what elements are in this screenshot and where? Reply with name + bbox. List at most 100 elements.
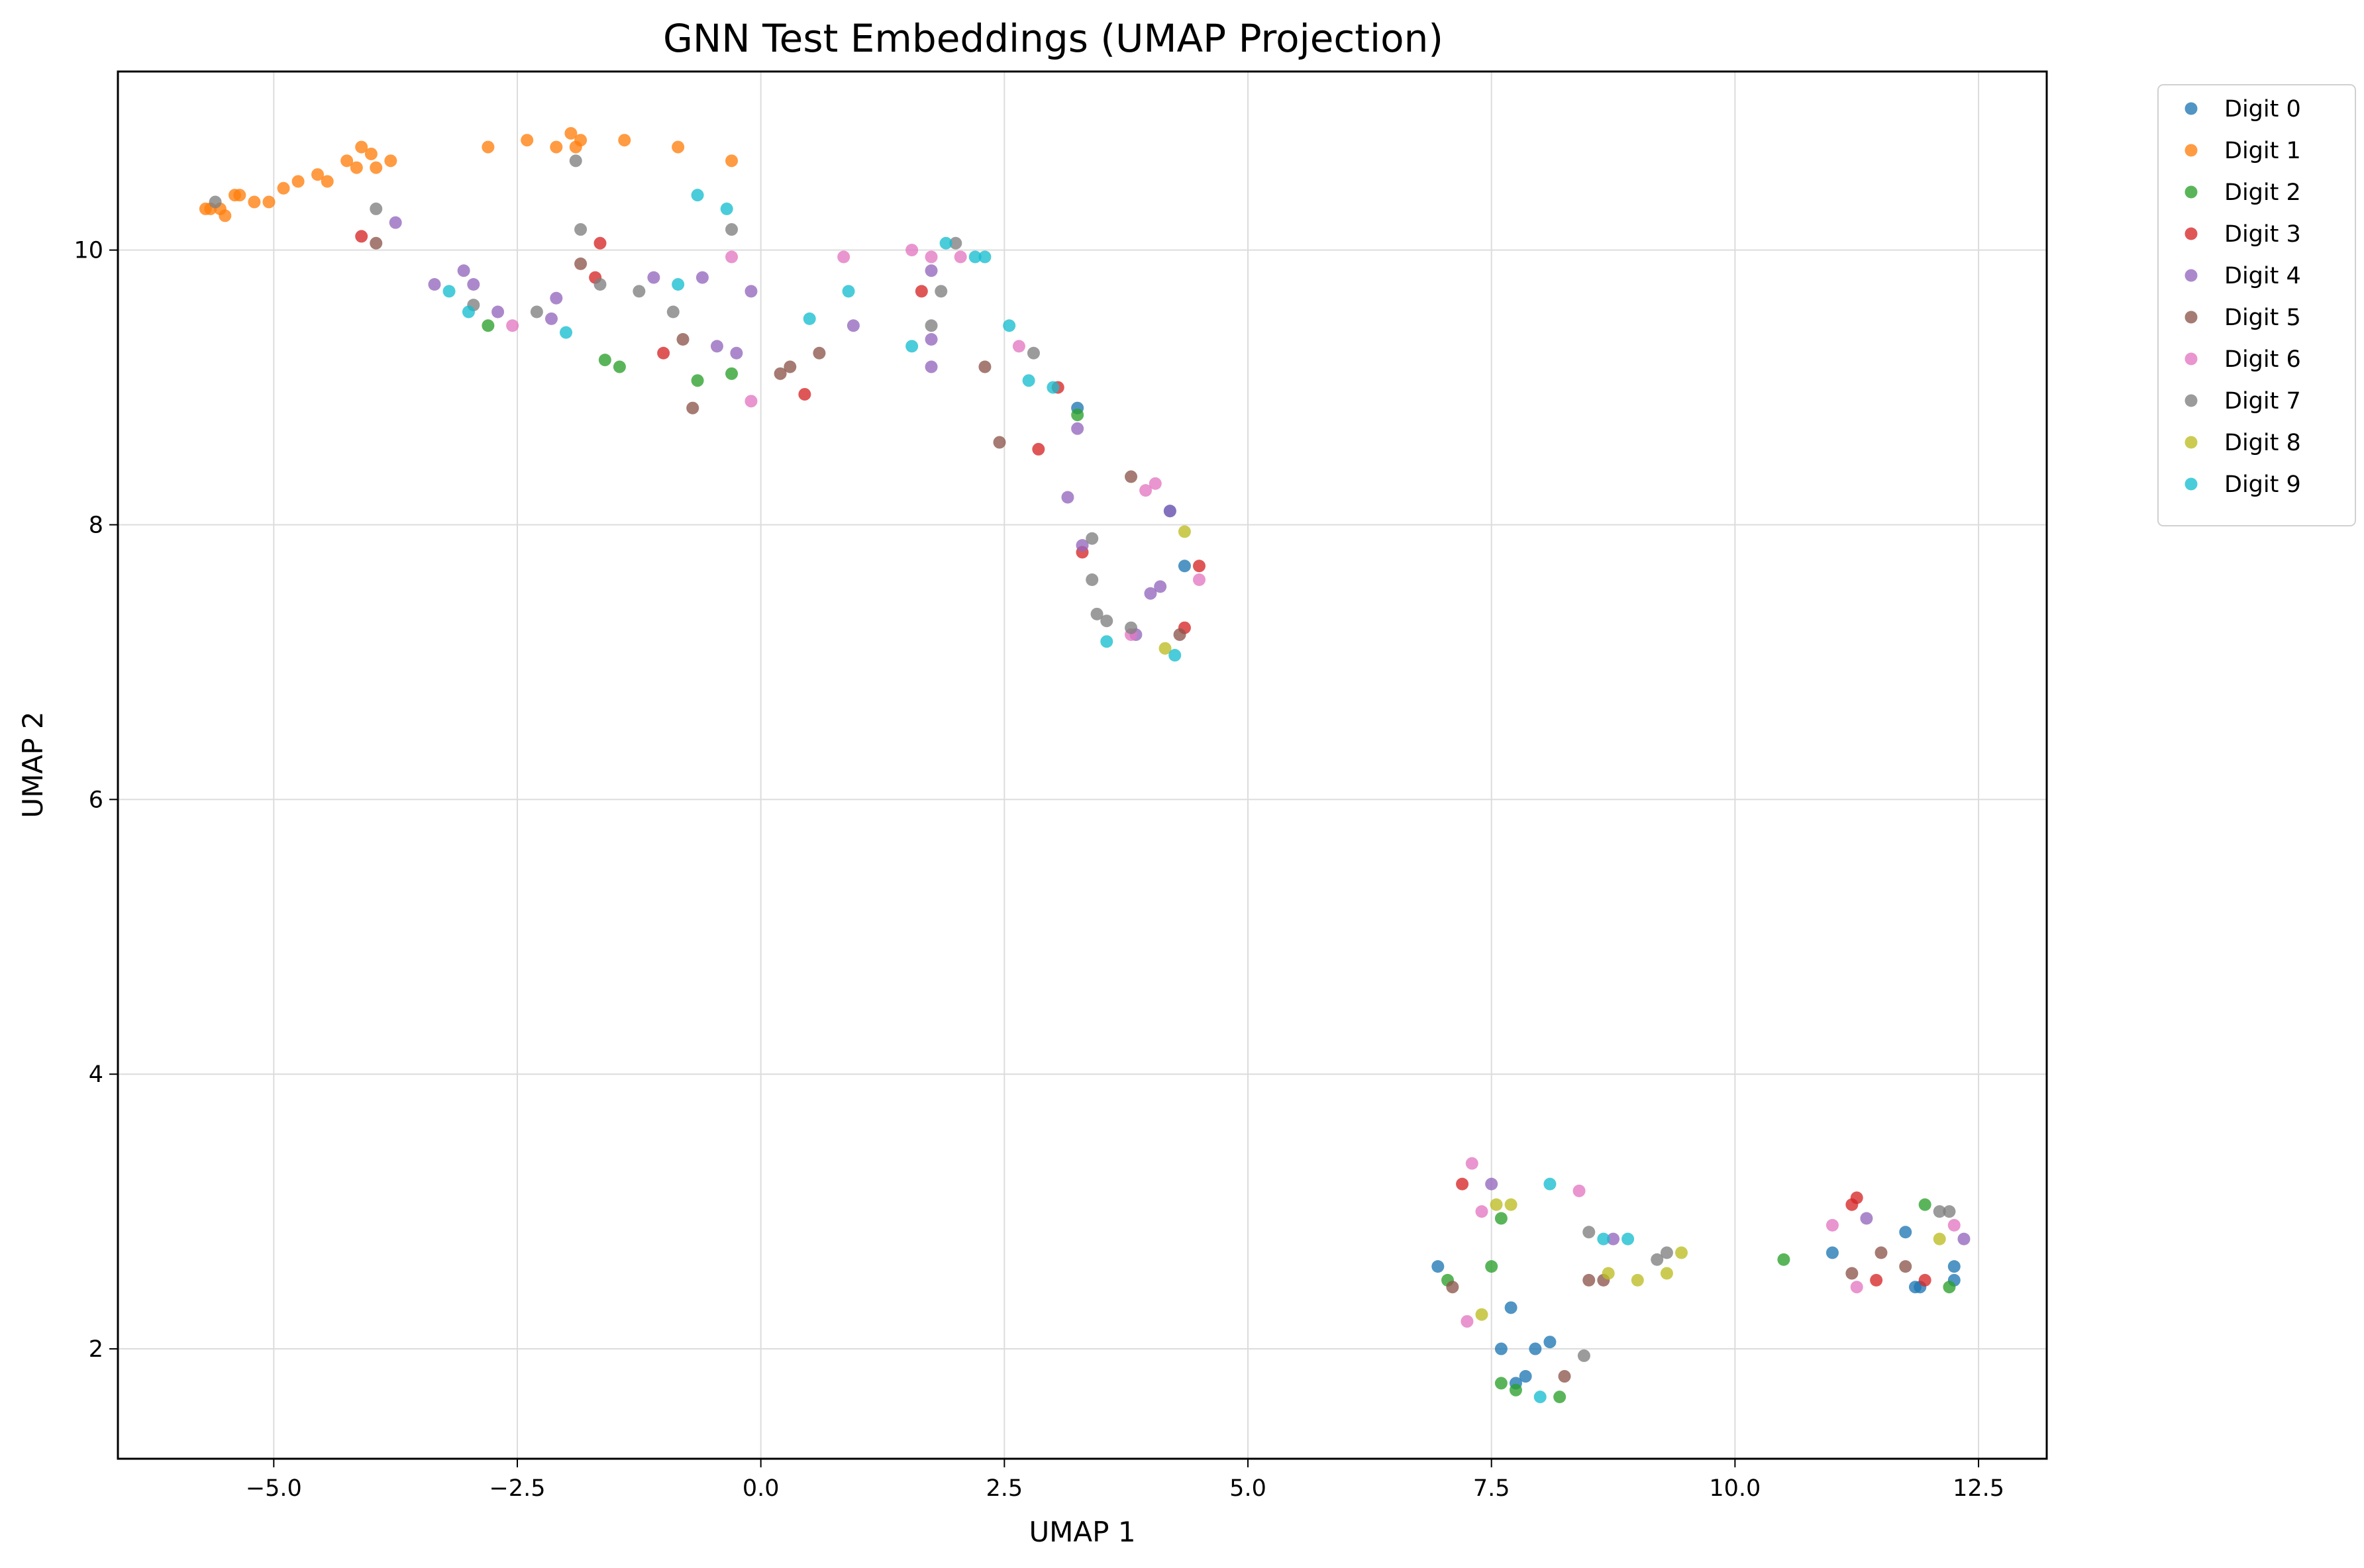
data-point xyxy=(574,134,588,147)
data-point xyxy=(1504,1301,1517,1314)
y-tick-label: 6 xyxy=(89,787,103,813)
data-point xyxy=(1086,573,1099,586)
data-point xyxy=(506,319,519,332)
data-point xyxy=(657,346,670,360)
legend-marker xyxy=(2184,269,2198,282)
data-point xyxy=(1154,580,1167,593)
data-point xyxy=(725,250,739,264)
data-point xyxy=(915,285,928,298)
data-point xyxy=(1947,1218,1961,1232)
data-point xyxy=(745,395,758,408)
data-point xyxy=(1933,1205,1946,1218)
data-point xyxy=(905,340,919,353)
data-point xyxy=(1777,1253,1790,1266)
data-point xyxy=(574,257,588,270)
series-digit-7 xyxy=(209,154,1956,1362)
series-digit-8 xyxy=(1158,525,1946,1321)
data-point xyxy=(1533,1391,1547,1404)
data-point xyxy=(1660,1267,1673,1280)
data-point xyxy=(847,319,860,332)
data-point xyxy=(1071,422,1084,435)
legend-marker xyxy=(2184,144,2198,157)
data-point xyxy=(691,189,704,202)
data-point xyxy=(1825,1246,1839,1259)
data-point xyxy=(666,305,680,318)
legend-label: Digit 8 xyxy=(2224,430,2301,456)
legend-marker xyxy=(2184,394,2198,407)
data-point xyxy=(1139,484,1153,497)
data-point xyxy=(978,250,992,264)
data-point xyxy=(1071,409,1084,422)
data-point xyxy=(1577,1349,1590,1362)
data-point xyxy=(1621,1232,1635,1246)
data-point xyxy=(1192,560,1206,573)
data-point xyxy=(1845,1267,1859,1280)
data-point xyxy=(560,326,573,339)
data-point xyxy=(248,195,261,209)
x-tick-label: 0.0 xyxy=(743,1475,780,1502)
data-point xyxy=(784,360,797,373)
data-point xyxy=(370,161,383,174)
series-digit-1 xyxy=(199,126,739,222)
x-tick-label: −5.0 xyxy=(246,1475,302,1502)
data-point xyxy=(1100,614,1113,628)
x-tick-label: 10.0 xyxy=(1709,1475,1761,1502)
data-point xyxy=(725,367,739,380)
data-point xyxy=(384,154,397,168)
data-point xyxy=(813,346,826,360)
legend-label: Digit 0 xyxy=(2224,96,2301,122)
data-point xyxy=(1158,642,1172,655)
data-point xyxy=(725,223,739,236)
x-tick-label: 12.5 xyxy=(1953,1475,2004,1502)
data-point xyxy=(968,250,982,264)
data-point xyxy=(1192,573,1206,586)
data-point xyxy=(1553,1391,1567,1404)
legend-marker xyxy=(2184,352,2198,366)
data-point xyxy=(686,401,699,415)
data-point xyxy=(925,332,938,346)
data-point xyxy=(1943,1281,1956,1294)
data-point xyxy=(1178,560,1191,573)
data-point xyxy=(1543,1336,1557,1349)
data-point xyxy=(370,202,383,215)
data-point xyxy=(633,285,646,298)
grid-lines xyxy=(118,72,2047,1459)
data-point xyxy=(550,140,563,154)
data-point xyxy=(569,154,582,168)
data-point xyxy=(370,236,383,250)
data-point xyxy=(949,236,962,250)
data-point xyxy=(428,278,441,291)
data-point xyxy=(1090,607,1104,620)
legend-marker xyxy=(2184,477,2198,491)
data-point xyxy=(1850,1281,1863,1294)
x-axis-label: UMAP 1 xyxy=(1029,1516,1135,1548)
plot-area-frame xyxy=(117,70,2048,1460)
series-digit-6 xyxy=(506,244,1961,1328)
data-point xyxy=(544,312,558,325)
data-point xyxy=(1509,1383,1522,1396)
series-digit-3 xyxy=(355,230,1931,1287)
data-point xyxy=(462,305,475,318)
data-point xyxy=(1485,1260,1498,1273)
data-point xyxy=(720,202,733,215)
data-points xyxy=(199,126,1971,1404)
data-point xyxy=(1597,1232,1610,1246)
data-point xyxy=(1125,621,1138,634)
legend-label: Digit 6 xyxy=(2224,346,2301,373)
y-axis-label: UMAP 2 xyxy=(17,711,49,818)
data-point xyxy=(1461,1315,1474,1328)
data-point xyxy=(837,250,850,264)
data-point xyxy=(550,291,563,305)
data-point xyxy=(925,360,938,373)
data-point xyxy=(1602,1267,1615,1280)
data-point xyxy=(905,244,919,257)
data-point xyxy=(1957,1232,1971,1246)
data-point xyxy=(1173,628,1186,641)
data-point xyxy=(774,367,787,380)
y-tick-label: 2 xyxy=(89,1336,103,1363)
data-point xyxy=(1047,381,1060,394)
data-point xyxy=(935,285,948,298)
data-point xyxy=(672,140,685,154)
data-point xyxy=(1899,1260,1912,1273)
data-point xyxy=(1144,587,1157,600)
